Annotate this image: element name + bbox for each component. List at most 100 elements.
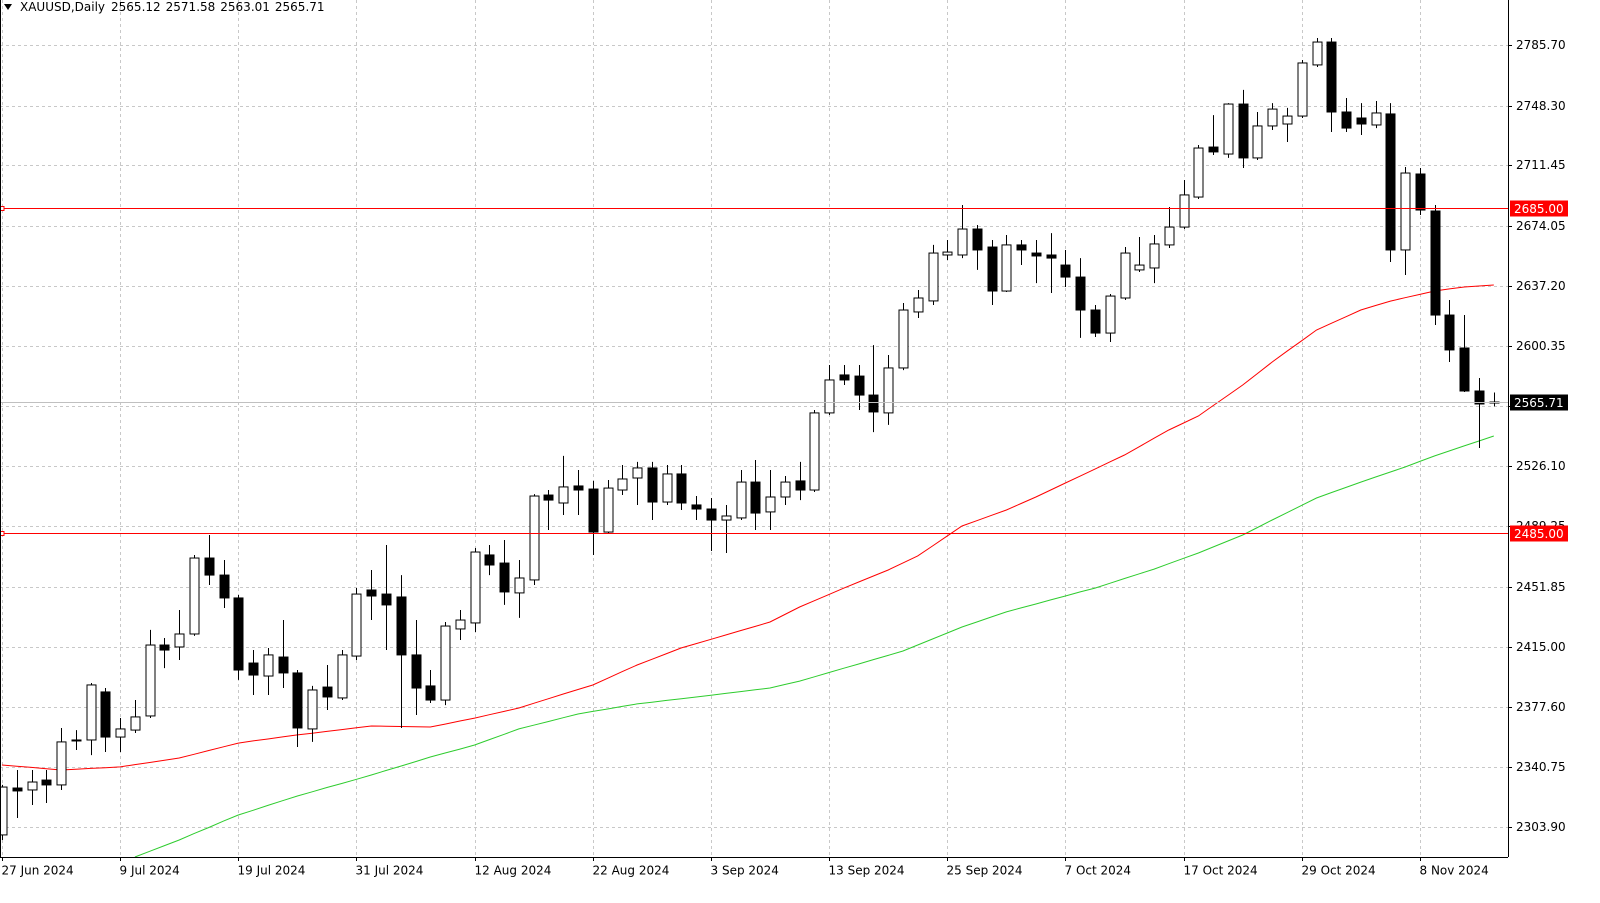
candle-body-bull — [824, 379, 835, 414]
candle-body-bull — [1297, 62, 1308, 117]
candle-body-bear — [987, 246, 998, 292]
candle-body-bull — [1312, 41, 1323, 66]
grid — [0, 0, 1508, 857]
last-price-box — [1510, 394, 1568, 411]
candle-body-bull — [27, 781, 38, 791]
y-tick-label: 2303.90 — [1516, 820, 1566, 834]
candle-body-bear — [1031, 252, 1042, 257]
level-label: 2685.00 — [1514, 202, 1564, 216]
candle-body-bull — [1105, 295, 1116, 334]
candle-body-bull — [957, 228, 968, 256]
candle-body-bear — [425, 685, 436, 701]
candle-body-bear — [706, 508, 717, 521]
header-high: 2571.58 — [166, 0, 216, 14]
candle-body-bear — [1474, 390, 1485, 405]
candle-body-bull — [1282, 115, 1293, 125]
candle-body-bull — [736, 481, 747, 519]
candle-body-bull — [307, 689, 318, 730]
candle-body-bear — [1326, 41, 1337, 113]
candle-body-bull — [721, 515, 732, 521]
candle-body-bull — [263, 654, 274, 677]
candle-body-bear — [1415, 173, 1426, 211]
x-tick-label: 25 Sep 2024 — [947, 864, 1023, 878]
candle-body-bear — [1430, 210, 1441, 316]
candle-body-bear — [795, 480, 806, 491]
x-tick-label: 3 Sep 2024 — [711, 864, 779, 878]
x-tick-label: 19 Jul 2024 — [238, 864, 306, 878]
candle-body-bull — [662, 473, 673, 503]
candle-body-bear — [278, 656, 289, 674]
candle-body-bull — [942, 251, 953, 256]
candle-body-bull — [455, 619, 466, 630]
candle-body-bear — [1060, 264, 1071, 278]
candle-body-bull — [1149, 243, 1160, 269]
candle-body-bull — [1120, 252, 1131, 299]
candle-body-bull — [1267, 108, 1278, 127]
candle-body-bull — [1001, 244, 1012, 292]
candle-body-bear — [381, 593, 392, 606]
candle-body-bear — [12, 787, 23, 792]
candle-body-bull — [1223, 103, 1234, 155]
chart-header: XAUUSD,Daily 2565.12 2571.58 2563.01 2565.71 — [20, 0, 325, 14]
candle-body-bull — [780, 481, 791, 498]
candle-body-bull — [809, 412, 820, 491]
candle-body-bull — [145, 644, 156, 717]
candle-body-bear — [233, 597, 244, 671]
candle-body-bull — [337, 654, 348, 699]
moving-average-line — [1, 284, 1494, 771]
symbol-menu-icon[interactable] — [4, 4, 12, 10]
candle-body-bull — [189, 557, 200, 635]
candle-body-bull — [440, 625, 451, 701]
candle-body-bear — [972, 228, 983, 251]
level-anchor — [0, 531, 5, 536]
candle-body-bull — [174, 633, 185, 648]
header-low: 2563.01 — [220, 0, 270, 14]
candle-body-bear — [691, 504, 702, 510]
x-tick-label: 27 Jun 2024 — [2, 864, 74, 878]
indicator-lines — [1, 284, 1494, 858]
candle-body-bear — [1046, 254, 1057, 259]
level-label: 2485.00 — [1514, 527, 1564, 541]
candle-body-bull — [470, 551, 481, 624]
candle-body-bear — [1459, 347, 1470, 392]
candle-body-bull — [898, 309, 909, 369]
candle-body-bear — [396, 596, 407, 656]
y-tick-label: 2748.30 — [1516, 99, 1566, 113]
header-close: 2565.71 — [275, 0, 325, 14]
chart-title: XAUUSD,Daily — [20, 0, 105, 14]
candle-body-bear — [292, 672, 303, 729]
candle-body-bull — [765, 496, 776, 513]
candle-body-bear — [1385, 113, 1396, 251]
x-tick-label: 17 Oct 2024 — [1184, 864, 1258, 878]
candle-body-bear — [868, 394, 879, 413]
y-tick-label: 2637.20 — [1516, 279, 1566, 293]
candle-body-bear — [573, 485, 584, 491]
candle-body-bull — [1179, 194, 1190, 228]
overlay: 2785.70 2748.30 2711.45 2674.05 2637.20 2600.… — [0, 38, 1568, 878]
candle-body-bear — [159, 644, 170, 651]
candle-body-bear — [499, 562, 510, 593]
candle-body-bull — [1193, 147, 1204, 198]
y-tick-label: 2600.35 — [1516, 339, 1566, 353]
candle-body-bull — [86, 684, 97, 741]
candle-body-bear — [676, 473, 687, 504]
y-tick-label: 2340.75 — [1516, 760, 1566, 774]
candles — [0, 37, 1500, 840]
x-tick-label: 7 Oct 2024 — [1065, 864, 1132, 878]
candle-body-bull — [56, 741, 67, 786]
candle-body-bull — [603, 487, 614, 533]
moving-average-line — [134, 435, 1494, 858]
candle-body-bull — [529, 495, 540, 581]
candle-body-bull — [617, 478, 628, 491]
candle-body-bull — [514, 577, 525, 594]
y-tick-label: 2674.05 — [1516, 219, 1566, 233]
level-label-box — [1510, 525, 1568, 542]
candle-body-bull — [1134, 264, 1145, 271]
candle-body-bull — [130, 716, 141, 731]
x-tick-label: 22 Aug 2024 — [593, 864, 670, 878]
candle-body-bull — [115, 728, 126, 738]
candle-body-bear — [1238, 103, 1249, 159]
candle-body-bull — [1371, 112, 1382, 126]
